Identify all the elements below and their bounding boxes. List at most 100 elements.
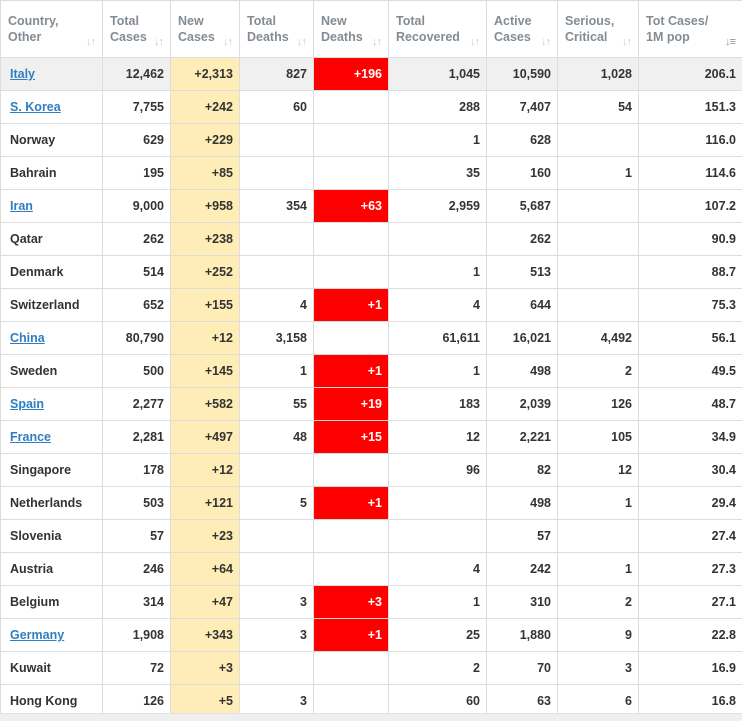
total-cases-cell: 2,277 bbox=[103, 388, 171, 421]
sort-updown-icon[interactable]: ↓↑ bbox=[223, 34, 232, 50]
country-link[interactable]: S. Korea bbox=[10, 100, 61, 114]
country-cell: S. Korea bbox=[1, 91, 103, 124]
header-label-line2: Other bbox=[8, 29, 95, 45]
sort-updown-icon[interactable]: ↓↑ bbox=[470, 34, 479, 50]
new-deaths-cell bbox=[314, 223, 389, 256]
new-deaths-cell bbox=[314, 652, 389, 685]
new-deaths-cell bbox=[314, 520, 389, 553]
new-deaths-cell bbox=[314, 256, 389, 289]
header-label-line1: Total bbox=[396, 13, 479, 29]
sort-updown-icon[interactable]: ↓↑ bbox=[372, 34, 381, 50]
country-link[interactable]: Iran bbox=[10, 199, 33, 213]
total-recovered-cell: 2,959 bbox=[389, 190, 487, 223]
active-cases-cell: 513 bbox=[487, 256, 558, 289]
new-deaths-cell bbox=[314, 454, 389, 487]
active-cases-cell: 262 bbox=[487, 223, 558, 256]
new-cases-cell: +3 bbox=[171, 652, 240, 685]
country-cell: Sweden bbox=[1, 355, 103, 388]
country-link[interactable]: China bbox=[10, 331, 45, 345]
cases-per-million-cell: 34.9 bbox=[639, 421, 742, 454]
active-cases-cell: 57 bbox=[487, 520, 558, 553]
column-header-country[interactable]: Country,Other↓↑ bbox=[1, 1, 103, 58]
new-deaths-cell bbox=[314, 157, 389, 190]
serious-critical-cell: 2 bbox=[558, 355, 639, 388]
country-cell: Slovenia bbox=[1, 520, 103, 553]
header-label-line1: Tot Cases/ bbox=[646, 13, 735, 29]
cases-per-million-cell: 56.1 bbox=[639, 322, 742, 355]
country-link[interactable]: Spain bbox=[10, 397, 44, 411]
country-link[interactable]: Germany bbox=[10, 628, 64, 642]
sort-updown-icon[interactable]: ↓↑ bbox=[154, 34, 163, 50]
cases-per-million-cell: 27.1 bbox=[639, 586, 742, 619]
serious-critical-cell: 1 bbox=[558, 487, 639, 520]
country-link[interactable]: France bbox=[10, 430, 51, 444]
cases-per-million-cell: 151.3 bbox=[639, 91, 742, 124]
cases-per-million-cell: 206.1 bbox=[639, 58, 742, 91]
total-recovered-cell: 1 bbox=[389, 586, 487, 619]
new-deaths-cell: +19 bbox=[314, 388, 389, 421]
total-cases-cell: 57 bbox=[103, 520, 171, 553]
total-recovered-cell: 4 bbox=[389, 553, 487, 586]
total-recovered-cell: 183 bbox=[389, 388, 487, 421]
header-label-line1: New bbox=[178, 13, 232, 29]
cases-per-million-cell: 30.4 bbox=[639, 454, 742, 487]
new-cases-cell: +155 bbox=[171, 289, 240, 322]
sort-descending-icon[interactable]: ↓≡ bbox=[725, 34, 735, 50]
total-cases-cell: 9,000 bbox=[103, 190, 171, 223]
new-cases-cell: +12 bbox=[171, 322, 240, 355]
total-recovered-cell: 96 bbox=[389, 454, 487, 487]
total-cases-cell: 12,462 bbox=[103, 58, 171, 91]
active-cases-cell: 16,021 bbox=[487, 322, 558, 355]
active-cases-cell: 242 bbox=[487, 553, 558, 586]
active-cases-cell: 82 bbox=[487, 454, 558, 487]
total-deaths-cell bbox=[240, 454, 314, 487]
total-recovered-cell: 1 bbox=[389, 256, 487, 289]
sort-updown-icon[interactable]: ↓↑ bbox=[86, 34, 95, 50]
total-cases-cell: 2,281 bbox=[103, 421, 171, 454]
sort-updown-icon[interactable]: ↓↑ bbox=[297, 34, 306, 50]
country-cell: Switzerland bbox=[1, 289, 103, 322]
column-header-serious-critical[interactable]: Serious,Critical↓↑ bbox=[558, 1, 639, 58]
country-link[interactable]: Italy bbox=[10, 67, 35, 81]
total-deaths-cell: 3 bbox=[240, 619, 314, 652]
total-cases-cell: 629 bbox=[103, 124, 171, 157]
total-deaths-cell bbox=[240, 652, 314, 685]
new-cases-cell: +252 bbox=[171, 256, 240, 289]
total-deaths-cell bbox=[240, 157, 314, 190]
total-recovered-cell bbox=[389, 223, 487, 256]
serious-critical-cell: 126 bbox=[558, 388, 639, 421]
new-deaths-cell bbox=[314, 322, 389, 355]
sort-updown-icon[interactable]: ↓↑ bbox=[541, 34, 550, 50]
new-cases-cell: +242 bbox=[171, 91, 240, 124]
new-deaths-cell: +1 bbox=[314, 487, 389, 520]
country-cell: Austria bbox=[1, 553, 103, 586]
active-cases-cell: 2,039 bbox=[487, 388, 558, 421]
cases-per-million-cell: 49.5 bbox=[639, 355, 742, 388]
total-deaths-cell bbox=[240, 520, 314, 553]
cases-per-million-cell: 90.9 bbox=[639, 223, 742, 256]
new-cases-cell: +23 bbox=[171, 520, 240, 553]
total-cases-cell: 500 bbox=[103, 355, 171, 388]
column-header-cases-per-million[interactable]: Tot Cases/1M pop↓≡ bbox=[639, 1, 742, 58]
serious-critical-cell: 4,492 bbox=[558, 322, 639, 355]
new-deaths-cell: +196 bbox=[314, 58, 389, 91]
total-deaths-cell: 5 bbox=[240, 487, 314, 520]
total-cases-cell: 514 bbox=[103, 256, 171, 289]
country-cell: Spain bbox=[1, 388, 103, 421]
total-deaths-cell: 827 bbox=[240, 58, 314, 91]
country-cell: Denmark bbox=[1, 256, 103, 289]
sort-updown-icon[interactable]: ↓↑ bbox=[622, 34, 631, 50]
